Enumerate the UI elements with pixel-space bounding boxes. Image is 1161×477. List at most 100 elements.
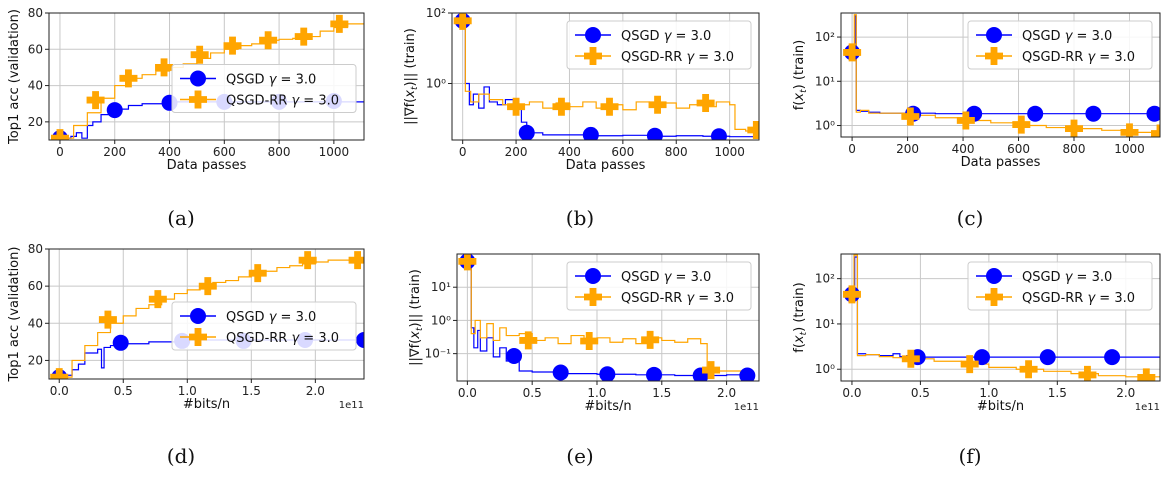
x-tick-label: 1.0 [178, 384, 197, 398]
x-offset-label: 1e11 [1135, 402, 1160, 413]
marker-circle [646, 127, 663, 140]
y-tick-label: 10⁰ [815, 362, 835, 376]
marker-circle [599, 366, 616, 381]
x-offset-label: 1e11 [734, 402, 759, 413]
marker-plus [458, 254, 477, 271]
marker-plus [747, 121, 759, 140]
legend-label: QSGD γ = 3.0 [226, 73, 316, 88]
y-tick-label: 80 [28, 6, 43, 20]
marker-plus [50, 368, 69, 379]
marker-plus [641, 330, 660, 349]
y-tick-label: 40 [28, 316, 43, 330]
x-tick-label: 200 [103, 145, 126, 159]
x-tick-label: 2.0 [306, 384, 325, 398]
legend-label: QSGD-RR γ = 3.0 [621, 50, 734, 65]
chart-panel-e: 0.0 0.5 1.0 1.5 2.0 10⁻¹ 10⁰ 10¹ 1e11 #bits/n ||∇f… [408, 253, 760, 468]
y-tick-label: 10² [815, 30, 835, 44]
x-tick-label: 400 [158, 145, 181, 159]
marker-plus [453, 13, 472, 30]
legend: QSGD γ = 3.0 QSGD-RR γ = 3.0 [171, 64, 357, 113]
series-line-1 [467, 260, 753, 372]
legend-box [171, 301, 357, 351]
y-tick-label: 20 [28, 353, 43, 367]
legend-box [967, 261, 1153, 311]
x-axis-label: #bits/n [584, 399, 631, 414]
x-axis-label: #bits/n [183, 397, 230, 412]
y-tick-label: 10¹ [815, 317, 835, 331]
x-tick-label: 600 [1007, 142, 1030, 156]
x-tick-label: 0.0 [842, 386, 861, 400]
x-tick-label: 200 [505, 145, 528, 159]
chart-panel-a: 0 200 400 600 800 1000 20 40 60 80 Data passes Top1… [7, 6, 365, 230]
legend-marker-circle [986, 27, 1002, 43]
y-tick-label: 10⁻¹ [425, 347, 452, 361]
y-tick-label: 20 [28, 115, 43, 129]
legend-label: QSGD γ = 3.0 [226, 310, 316, 325]
y-axis-label: Top1 acc (validation) [7, 247, 22, 383]
x-tick-label: 1.0 [979, 386, 998, 400]
axes-frame [456, 253, 760, 382]
legend: QSGD γ = 3.0 QSGD-RR γ = 3.0 [566, 20, 752, 70]
marker-plus [1120, 123, 1139, 137]
chart-panel-c: 0 200 400 600 800 1000 10⁰ 10¹ 10² Data passes f(x… [792, 12, 1161, 230]
marker-plus [223, 36, 242, 55]
marker-plus [198, 277, 217, 296]
plot-area [458, 254, 756, 381]
marker-plus [956, 111, 975, 130]
marker-circle [506, 347, 523, 364]
x-tick-label: 400 [952, 142, 975, 156]
x-axis-label: Data passes [167, 158, 247, 173]
legend-box [566, 20, 752, 70]
marker-plus [298, 251, 317, 270]
x-tick-label: 0 [848, 142, 856, 156]
panel-caption: (a) [167, 206, 195, 230]
legend-marker-plus [584, 47, 602, 65]
marker-plus [248, 264, 267, 283]
marker-plus [148, 290, 167, 309]
marker-plus [901, 349, 920, 368]
plot-area [843, 14, 1160, 137]
marker-plus [1019, 360, 1038, 379]
marker-plus [960, 355, 979, 374]
panel-caption: (d) [167, 444, 195, 468]
marker-plus [696, 94, 715, 113]
legend-marker-circle [986, 268, 1002, 284]
legend-label: QSGD-RR γ = 3.0 [621, 291, 734, 306]
legend: QSGD γ = 3.0 QSGD-RR γ = 3.0 [967, 20, 1153, 70]
series-line-0 [462, 20, 759, 138]
y-tick-label: 60 [28, 42, 43, 56]
y-axis-label: f(xt​) (train) [792, 40, 809, 111]
chart-panel-b: 0 200 400 600 800 1000 10⁰ 10² Data passes ||∇f(x… [403, 6, 760, 230]
legend-marker-circle [190, 308, 206, 324]
x-tick-label: 400 [558, 145, 581, 159]
y-axis-label: ||∇f(xt​)|| (train) [408, 269, 425, 366]
marker-plus [50, 129, 69, 140]
marker-circle [710, 128, 727, 140]
legend-label: QSGD-RR γ = 3.0 [226, 331, 339, 346]
x-tick-label: 1000 [1114, 142, 1145, 156]
x-tick-label: 800 [665, 145, 688, 159]
legend-label: QSGD γ = 3.0 [1022, 29, 1112, 44]
x-tick-label: 1.5 [242, 384, 261, 398]
x-tick-label: 0 [459, 145, 467, 159]
y-axis-label: Top1 acc (validation) [7, 9, 22, 145]
x-tick-label: 1.0 [587, 386, 606, 400]
y-tick-label: 10⁰ [815, 119, 835, 133]
legend: QSGD γ = 3.0 QSGD-RR γ = 3.0 [566, 261, 752, 311]
marker-plus [843, 43, 862, 62]
y-tick-label: 10¹ [431, 280, 451, 294]
legend-label: QSGD-RR γ = 3.0 [226, 94, 339, 109]
legend-marker-plus [985, 288, 1003, 306]
x-tick-label: 1000 [319, 145, 350, 159]
marker-plus [259, 31, 278, 50]
x-tick-label: 800 [1063, 142, 1086, 156]
axes-frame [840, 253, 1161, 382]
marker-plus [294, 27, 313, 46]
axes-frame [840, 12, 1161, 138]
plot-area [453, 13, 759, 140]
x-tick-label: 600 [213, 145, 236, 159]
axes-frame [48, 12, 365, 141]
legend-label: QSGD-RR γ = 3.0 [1022, 50, 1135, 65]
marker-circle [112, 334, 129, 351]
